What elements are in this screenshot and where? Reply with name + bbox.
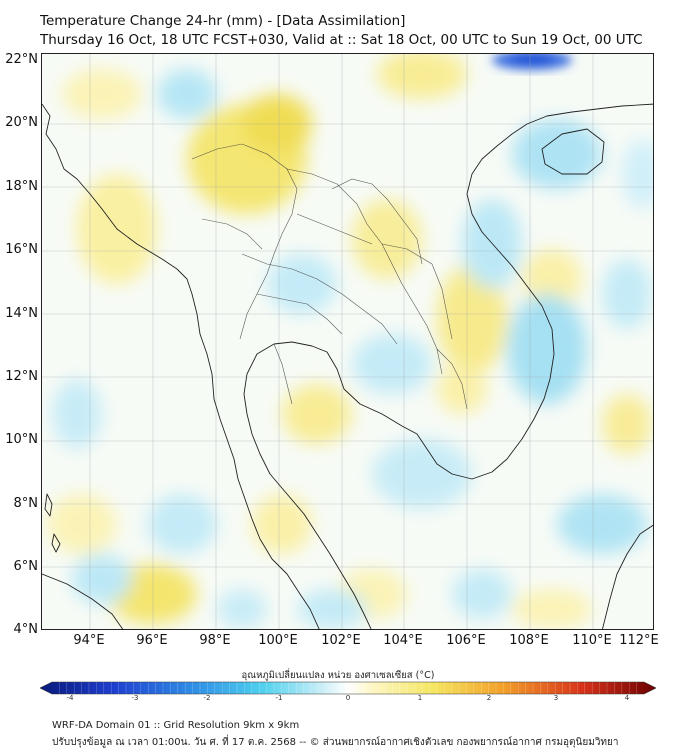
lat-label-4n: 4°N: [13, 622, 39, 637]
colorbar-tick: -3: [131, 694, 139, 702]
footer-model-info: WRF-DA Domain 01 :: Grid Resolution 9km …: [52, 720, 300, 731]
lat-label-6n: 6°N: [13, 559, 39, 574]
temperature-change-field: [42, 54, 653, 629]
graticule: [42, 54, 653, 629]
lat-label-22n: 22°N: [5, 52, 38, 67]
lat-label-18n: 18°N: [5, 179, 38, 194]
lon-label-98e: 98°E: [199, 633, 231, 648]
coastline: [42, 103, 653, 629]
lon-label-112e: 112°E: [619, 633, 659, 648]
colorbar: [39, 680, 657, 699]
colorbar-tick: 4: [624, 694, 630, 702]
admin-borders: [191, 143, 468, 410]
colorbar-tick: -4: [66, 694, 74, 702]
colorbar-tick: 3: [553, 694, 559, 702]
footer-update-info: ปรับปรุงข้อมูล ณ เวลา 01:00น. วัน ศ. ที่…: [52, 737, 619, 748]
map-title: Temperature Change 24-hr (mm) - [Data As…: [40, 12, 643, 50]
lat-label-10n: 10°N: [5, 432, 38, 447]
colorbar-title: อุณหภูมิเปลี่ยนแปลง หน่วย องศาเซลเซียส (…: [241, 670, 435, 681]
colorbar-tick: 2: [486, 694, 492, 702]
title-line-1: Temperature Change 24-hr (mm) - [Data As…: [40, 13, 406, 29]
lat-label-16n: 16°N: [5, 242, 38, 257]
colorbar-graphic: [39, 681, 657, 695]
lat-label-12n: 12°N: [5, 369, 38, 384]
lon-label-106e: 106°E: [446, 633, 486, 648]
lat-label-20n: 20°N: [5, 115, 38, 130]
lon-label-94e: 94°E: [73, 633, 105, 648]
lon-label-108e: 108°E: [509, 633, 549, 648]
title-line-2: Thursday 16 Oct, 18 UTC FCST+030, Valid …: [40, 32, 643, 48]
lat-label-14n: 14°N: [5, 306, 38, 321]
colorbar-tick: 1: [417, 694, 423, 702]
cold-spot: [492, 54, 572, 70]
lon-label-96e: 96°E: [136, 633, 168, 648]
colorbar-tick: 0: [345, 694, 351, 702]
lon-label-104e: 104°E: [383, 633, 423, 648]
lon-label-100e: 100°E: [258, 633, 298, 648]
lat-label-8n: 8°N: [13, 496, 39, 511]
lon-label-102e: 102°E: [321, 633, 361, 648]
colorbar-tick: -1: [275, 694, 283, 702]
lon-label-110e: 110°E: [572, 633, 612, 648]
colorbar-tick: -2: [203, 694, 211, 702]
map-panel[interactable]: [41, 53, 654, 630]
anomaly-blobs: [47, 54, 653, 629]
